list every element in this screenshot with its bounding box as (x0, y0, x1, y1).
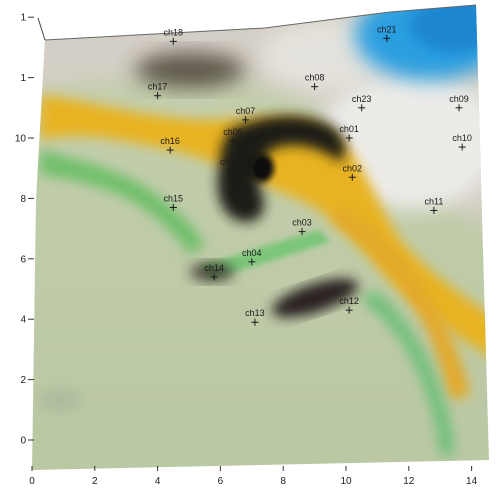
station-label: ch11 (424, 196, 443, 206)
y-tick-label: 4 (20, 315, 26, 326)
x-tick-label: 14 (466, 476, 478, 487)
station-label: ch23 (352, 94, 372, 104)
y-tick-label: 10 (15, 134, 27, 145)
dark-ridge-lower (271, 278, 359, 318)
station-label: ch16 (160, 136, 180, 146)
station-ch2: ch2 (245, 133, 260, 151)
y-tick-label: 0 (20, 436, 26, 447)
x-tick-label: 6 (218, 476, 224, 487)
green-band-right (360, 290, 455, 455)
station-label: ch01 (339, 124, 359, 134)
dark-crater-ring (217, 115, 346, 222)
y-tick-label: 1 (20, 73, 26, 84)
station-label: ch2 (245, 133, 260, 143)
dark-ridge-top (135, 52, 245, 88)
station-label: ch08 (305, 73, 325, 83)
shade-lower-left (40, 388, 80, 412)
station-label: ch07 (236, 106, 256, 116)
station-label: ch12 (339, 296, 359, 306)
station-label: ch13 (245, 308, 265, 318)
y-tick-label: 1 (20, 13, 26, 24)
station-label: ch21 (377, 24, 397, 34)
station-ch17: ch17 (148, 82, 168, 100)
station-label: ch17 (148, 82, 168, 92)
x-tick-label: 12 (403, 476, 415, 487)
station-ch01: ch01 (339, 124, 359, 142)
station-ch07: ch07 (236, 106, 256, 124)
station-ch09: ch09 (449, 94, 469, 112)
x-tick-label: 8 (280, 476, 286, 487)
station-ch12: ch12 (339, 296, 359, 314)
station-ch18: ch18 (164, 27, 184, 45)
x-tick-label: 10 (340, 476, 352, 487)
green-band-mid (200, 230, 330, 280)
x-tick-label: 0 (29, 476, 35, 487)
surface-top-edge (44, 4, 477, 41)
station-ch02: ch02 (343, 163, 363, 181)
station-ch23: ch23 (352, 94, 372, 112)
station-label: ch10 (452, 133, 472, 143)
crater-core (250, 154, 274, 182)
station-label: ch02 (343, 163, 363, 173)
y-axis: 0 2 4 6 8 10 1 1 (15, 13, 34, 447)
station-ch15: ch15 (164, 193, 184, 211)
dark-patch-left (190, 262, 234, 282)
station-ch10: ch10 (452, 133, 472, 151)
corner-mark (37, 17, 46, 41)
station-ch14: ch14 (204, 263, 224, 281)
yellow-band-lower (330, 205, 470, 400)
station-label: ch09 (449, 94, 469, 104)
station-label: ch15 (164, 193, 184, 203)
station-ch16: ch16 (160, 136, 180, 154)
station-ch13: ch13 (245, 308, 265, 326)
station-ch03: ch03 (292, 218, 312, 236)
station-ch04: ch04 (242, 248, 262, 266)
station-label: ch03 (292, 218, 312, 228)
station-ch21: ch21 (377, 24, 397, 42)
station-label: ch06 (223, 127, 243, 137)
y-tick-label: 2 (20, 375, 26, 386)
station-ch05: ch05 (220, 157, 240, 175)
station-label: ch04 (242, 248, 262, 258)
y-tick-label: 6 (20, 254, 26, 265)
green-band-left (40, 150, 205, 255)
x-tick-label: 4 (155, 476, 161, 487)
x-axis: 0 2 4 6 8 10 12 14 (29, 466, 478, 487)
station-label: ch14 (204, 263, 224, 273)
station-label: ch05 (220, 157, 240, 167)
y-tick-label: 8 (20, 194, 26, 205)
station-ch08: ch08 (305, 73, 325, 91)
x-tick-label: 2 (92, 476, 98, 487)
station-label: ch18 (164, 27, 184, 37)
station-ch06: ch06 (223, 127, 243, 145)
station-ch11: ch11 (424, 196, 443, 214)
